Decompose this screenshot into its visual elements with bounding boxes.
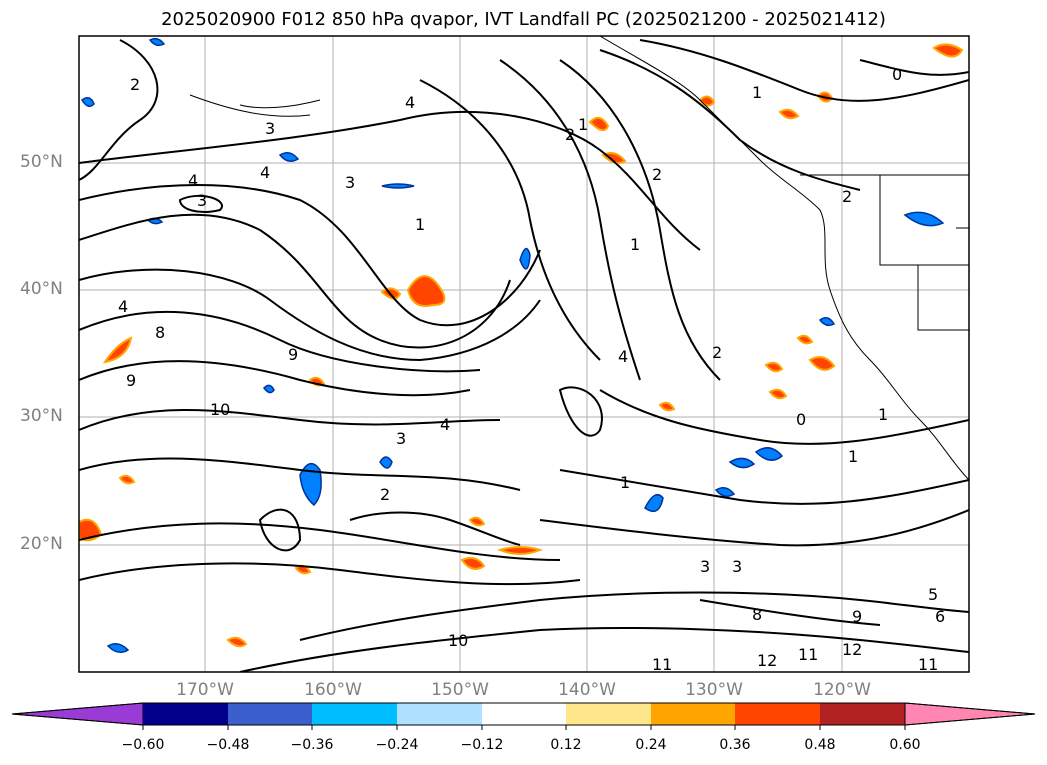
contour-labels: 4 3 4 3 4 3 2 1 2 1 2 1 0 2 1 4 9 10 8 9…: [118, 65, 945, 674]
colorbar-tick-label: −0.12: [460, 737, 504, 753]
shaded-positive-regions: [79, 43, 964, 648]
colorbar-bin: [312, 703, 397, 725]
lon-label-170w: 170°W: [176, 680, 234, 700]
lat-label-20n: 20°N: [20, 534, 63, 554]
contour-label: 4: [188, 171, 198, 190]
colorbar-bin: [566, 703, 651, 725]
contour-label: 2: [380, 485, 390, 504]
map-background: [79, 36, 969, 672]
colorbar: [11, 702, 1036, 730]
contour-label: 1: [415, 215, 425, 234]
contour-label: 4: [118, 297, 128, 316]
contour-label: 9: [126, 371, 136, 390]
chart-title: 2025020900 F012 850 hPa qvapor, IVT Land…: [161, 9, 886, 30]
colorbar-tick-label: −0.48: [206, 737, 250, 753]
colorbar-bin: [651, 703, 735, 725]
contour-label: 1: [620, 473, 630, 492]
contour-label: 2: [565, 125, 575, 144]
lon-label-130w: 130°W: [685, 680, 743, 700]
contour-label: 9: [288, 345, 298, 364]
contour-label: 0: [796, 410, 806, 429]
contour-label: 12: [842, 640, 862, 659]
contour-label: 6: [935, 607, 945, 626]
map-frame: [78, 35, 970, 673]
contour-label: 5: [928, 585, 938, 604]
lat-label-50n: 50°N: [20, 152, 63, 172]
contour-label: 8: [752, 605, 762, 624]
lon-label-160w: 160°W: [304, 680, 362, 700]
colorbar-tick-label: 0.60: [889, 737, 921, 753]
lon-label-150w: 150°W: [431, 680, 489, 700]
contour-label: 12: [757, 651, 777, 670]
colorbar-tick-label: −0.24: [375, 737, 419, 753]
colorbar-tick-label: −0.36: [290, 737, 334, 753]
contour-label: 1: [630, 235, 640, 254]
colorbar-bin: [820, 703, 905, 725]
contour-label: 3: [265, 119, 275, 138]
contour-label: 3: [345, 173, 355, 192]
contour-label: 10: [448, 631, 468, 650]
contour-label: 10: [210, 400, 230, 419]
lat-label-30n: 30°N: [20, 406, 63, 426]
contour-label: 11: [798, 645, 818, 664]
colorbar-tick-label: 0.12: [550, 737, 582, 753]
colorbar-tick-label: 0.24: [635, 737, 667, 753]
contour-label: 2: [712, 343, 722, 362]
lat-label-40n: 40°N: [20, 279, 63, 299]
contour-label: 2: [130, 75, 140, 94]
contour-label: 3: [396, 429, 406, 448]
contour-label: 1: [578, 115, 588, 134]
contour-label: 2: [842, 187, 852, 206]
contour-label: 1: [848, 447, 858, 466]
contour-label: 3: [700, 557, 710, 576]
colorbar-tick-label: −0.60: [121, 737, 165, 753]
colorbar-tick-label: 0.36: [719, 737, 751, 753]
contour-label: 11: [652, 655, 672, 674]
contour-label: 4: [405, 93, 415, 112]
colorbar-bin: [143, 703, 228, 725]
shaded-negative-regions: [81, 37, 945, 653]
coastlines: [189, 36, 969, 481]
lon-label-140w: 140°W: [558, 680, 616, 700]
colorbar-max-extend: [904, 702, 1036, 726]
contour-lines: [79, 39, 969, 672]
colorbar-bin: [397, 703, 482, 725]
lon-label-120w: 120°W: [813, 680, 871, 700]
contour-label: 4: [618, 347, 628, 366]
colorbar-bin: [735, 703, 820, 725]
colorbar-bin: [482, 703, 566, 725]
contour-label: 0: [892, 65, 902, 84]
contour-label: 1: [878, 405, 888, 424]
colorbar-tick-label: 0.48: [804, 737, 836, 753]
contour-label: 1: [752, 83, 762, 102]
contour-label: 2: [652, 165, 662, 184]
contour-label: 4: [260, 163, 270, 182]
contour-label: 8: [155, 323, 165, 342]
contour-label: 9: [852, 607, 862, 626]
contour-label: 4: [440, 415, 450, 434]
colorbar-min-extend: [11, 702, 144, 726]
colorbar-bin: [228, 703, 312, 725]
contour-label: 11: [918, 655, 938, 674]
contour-label: 3: [197, 191, 207, 210]
contour-label: 3: [732, 557, 742, 576]
